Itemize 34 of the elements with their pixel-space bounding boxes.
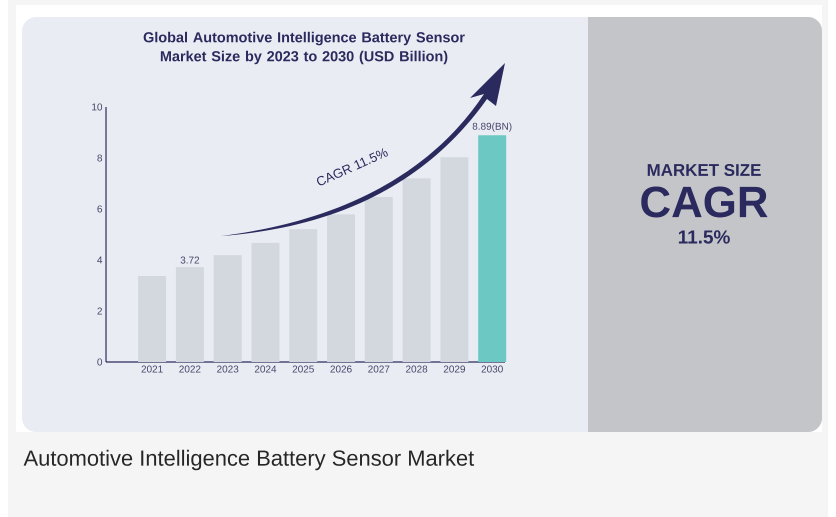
y-tick-label: 2 — [97, 308, 102, 314]
y-tick-label: 4 — [97, 256, 102, 264]
x-tick-label: 2026 — [330, 366, 352, 373]
bar — [402, 178, 431, 362]
x-tick-label: 2029 — [444, 366, 465, 373]
text: Automotive Intelligence Battery Sensor Market — [24, 450, 474, 470]
annotation: CAGR 11.5% — [316, 148, 388, 186]
text: CAGR — [641, 186, 768, 218]
bar — [478, 135, 506, 362]
bar — [289, 229, 318, 362]
chart-title: Global Automotive Intelligence Battery Sensor Market Size by 2023 to 2030 (USD Billion) — [144, 32, 465, 64]
bar — [327, 214, 356, 362]
x-tick-label: 2028 — [406, 366, 428, 373]
y-tick-label: 8 — [97, 154, 102, 162]
x-tick-label: 2027 — [368, 366, 390, 373]
data-label: 8.89(BN) — [472, 122, 512, 132]
data-label: 3.72 — [180, 256, 200, 264]
y-tick-label: 10 — [92, 103, 102, 111]
bar — [176, 267, 204, 362]
x-tick-label: 2025 — [292, 366, 314, 373]
y-tick-label: 6 — [97, 205, 102, 213]
text: MARKET SIZE — [648, 164, 761, 176]
text: 11.5% — [678, 230, 730, 244]
x-tick-label: 2023 — [217, 366, 238, 373]
bar — [138, 276, 166, 362]
bar — [251, 242, 280, 362]
x-tick-label: 2024 — [254, 366, 276, 373]
x-tick-label: 2021 — [142, 366, 163, 373]
bar — [440, 157, 468, 362]
x-tick-label: 2030 — [482, 366, 503, 373]
bar — [214, 255, 242, 362]
bar — [364, 197, 393, 362]
y-tick-label: 0 — [97, 358, 102, 366]
x-tick-label: 2022 — [179, 366, 200, 373]
